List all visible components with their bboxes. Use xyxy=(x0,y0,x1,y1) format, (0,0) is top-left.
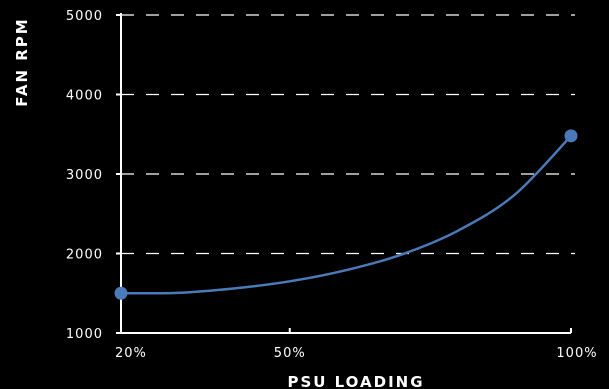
x-tick-label: 50% xyxy=(274,346,306,361)
y-tick-label: 2000 xyxy=(66,248,103,263)
y-tick-label: 4000 xyxy=(66,89,103,104)
axes xyxy=(120,13,571,334)
x-tick-label: 20% xyxy=(115,346,147,361)
data-point-marker xyxy=(114,286,128,300)
x-tick-label: 100% xyxy=(556,346,597,361)
y-tick-label: 5000 xyxy=(66,9,103,24)
y-axis-title: FAN RPM xyxy=(13,17,31,106)
series-layer xyxy=(114,129,578,300)
x-axis-title: PSU LOADING xyxy=(287,373,424,389)
gridlines xyxy=(121,14,575,255)
series-line xyxy=(119,134,573,295)
ticks: 1000 2000 3000 4000 5000 20% 50% 100% xyxy=(66,9,597,361)
y-tick-label: 3000 xyxy=(66,168,103,183)
y-tick-label: 1000 xyxy=(66,327,103,342)
data-point-marker xyxy=(564,129,578,143)
